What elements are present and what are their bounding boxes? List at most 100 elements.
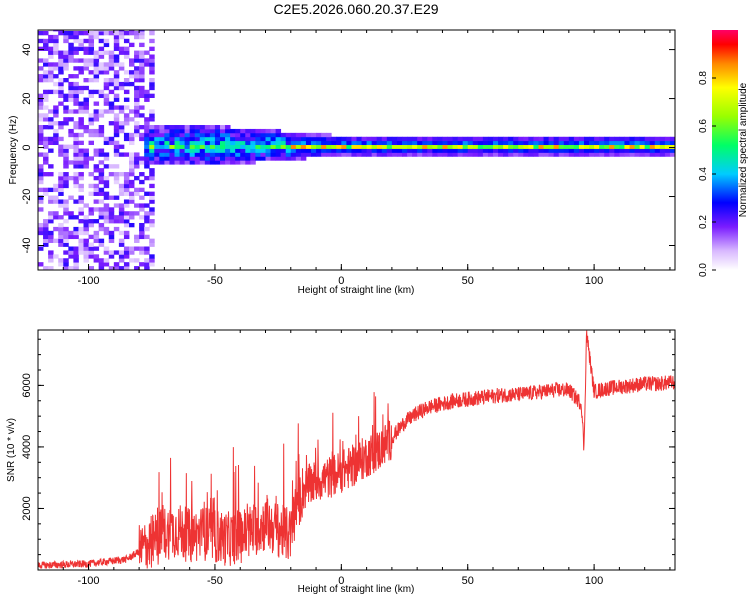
spectrogram-cell <box>447 140 453 146</box>
spectrogram-cell <box>53 211 59 216</box>
spectrogram-cell <box>412 152 418 157</box>
spectrogram-cell <box>134 89 140 95</box>
spectrogram-cell <box>78 58 84 63</box>
spectrogram-cell <box>270 140 277 146</box>
spectrogram-cell <box>103 226 110 232</box>
spectrogram-cell <box>134 164 140 169</box>
spectrogram-cell <box>508 144 514 149</box>
spectrogram-cell <box>93 74 100 79</box>
spectrogram-cell <box>144 219 150 224</box>
spectrogram-cell <box>240 156 246 161</box>
spectrogram-cell <box>402 148 408 153</box>
spectrogram-cell <box>493 144 499 149</box>
spectrogram-cell <box>63 62 69 67</box>
spectrogram-cell <box>73 34 79 40</box>
spectrogram-cell <box>58 187 64 193</box>
spectrogram-cell <box>311 152 317 157</box>
spectrogram-cell <box>78 109 84 114</box>
spectrogram-cell <box>103 211 110 216</box>
spectrogram-cell <box>573 148 580 153</box>
spectrogram-cell <box>432 148 438 153</box>
spectrogram-cell <box>134 211 140 216</box>
spectrogram-cell <box>123 191 130 196</box>
spectrogram-cell <box>88 34 95 40</box>
spectrogram-cell <box>118 183 125 189</box>
spectrogram-cell <box>129 211 135 216</box>
spectrogram-cell <box>93 187 100 193</box>
spectrogram-cell <box>149 54 155 59</box>
spectrogram-cell <box>93 148 100 153</box>
spectrogram-cell <box>225 148 231 153</box>
spectrogram-cell <box>199 160 206 165</box>
spectrogram-cell <box>285 140 292 146</box>
spectrogram-cell <box>88 117 95 122</box>
spectrogram-cell <box>204 144 211 149</box>
spectrogram-cell <box>139 105 145 110</box>
spectrogram-cell <box>68 34 74 40</box>
spectrogram-cell <box>134 113 140 118</box>
spectrogram-cell <box>144 121 150 126</box>
spectrogram-cell <box>123 89 130 95</box>
spectrogram-cell <box>220 128 226 134</box>
spectrogram-cell <box>108 89 115 95</box>
spectrogram-cell <box>563 148 570 153</box>
spectrogram-cell <box>88 183 95 189</box>
spectrogram-cell <box>482 140 489 146</box>
spectrogram-cell <box>599 136 605 142</box>
spectrogram-cell <box>280 148 287 153</box>
spectrogram-cell <box>533 140 539 146</box>
spectrogram-cell <box>396 152 403 157</box>
spectrogram-cell <box>184 160 191 165</box>
spectrogram-cell <box>123 179 130 185</box>
spectrogram-cell <box>285 152 292 157</box>
spectrogram-cell <box>629 140 635 146</box>
snr-x-axis-label: Height of straight line (km) <box>298 584 415 595</box>
spectrogram-cell <box>58 30 64 36</box>
spectrogram-cell <box>285 144 292 149</box>
spectrogram-cell <box>63 93 69 98</box>
spectrogram-cell <box>503 140 509 146</box>
spectrogram-cell <box>498 148 504 153</box>
spectrogram-cell <box>38 125 44 130</box>
spectrogram-cell <box>139 215 145 220</box>
spectrogram-cell <box>139 172 145 177</box>
spectrogram-cell <box>609 140 615 146</box>
spectrogram-cell <box>68 50 74 55</box>
spectrogram-cell <box>38 199 44 204</box>
spectrogram-cell <box>43 187 49 193</box>
spectrogram-cell <box>73 101 79 106</box>
spectrogram-cell <box>518 148 524 153</box>
spectrogram-cell <box>129 191 135 196</box>
spectrogram-cell <box>558 140 565 146</box>
spectrogram-cell <box>129 215 135 220</box>
spectrogram-cell <box>38 105 44 110</box>
spectrogram-cell <box>134 30 140 36</box>
spectrogram-cell <box>48 30 54 32</box>
spectrogram-cell <box>664 148 671 153</box>
spectrogram-cell <box>538 148 544 153</box>
spectrogram-cell <box>214 136 221 142</box>
spectrogram-cell <box>38 172 44 177</box>
spectrogram-cell <box>300 132 307 138</box>
spectrogram-cell <box>113 144 120 149</box>
spectrogram-cell <box>38 175 44 181</box>
spectrogram-cell <box>103 38 110 44</box>
spectrogram-cell <box>290 136 297 142</box>
spectrogram-cell <box>123 183 130 189</box>
spectrogram-cell <box>73 66 79 71</box>
spectrogram-cell <box>149 254 155 259</box>
spectrogram-cell <box>48 172 54 177</box>
spectrogram-cell <box>48 250 54 255</box>
spectrogram-cell <box>53 42 59 48</box>
spectrogram-cell <box>159 148 165 153</box>
spectrogram-cell <box>417 140 423 146</box>
spectrogram-cell <box>134 128 140 134</box>
spectrogram-cell <box>599 140 605 146</box>
spectrogram-cell <box>538 144 544 149</box>
spectrogram-cell <box>98 62 105 67</box>
spectrogram-cell <box>295 136 302 142</box>
spectrogram-cell <box>457 152 464 157</box>
spectrogram-cell <box>63 175 69 181</box>
spectrogram-cell <box>614 136 620 142</box>
